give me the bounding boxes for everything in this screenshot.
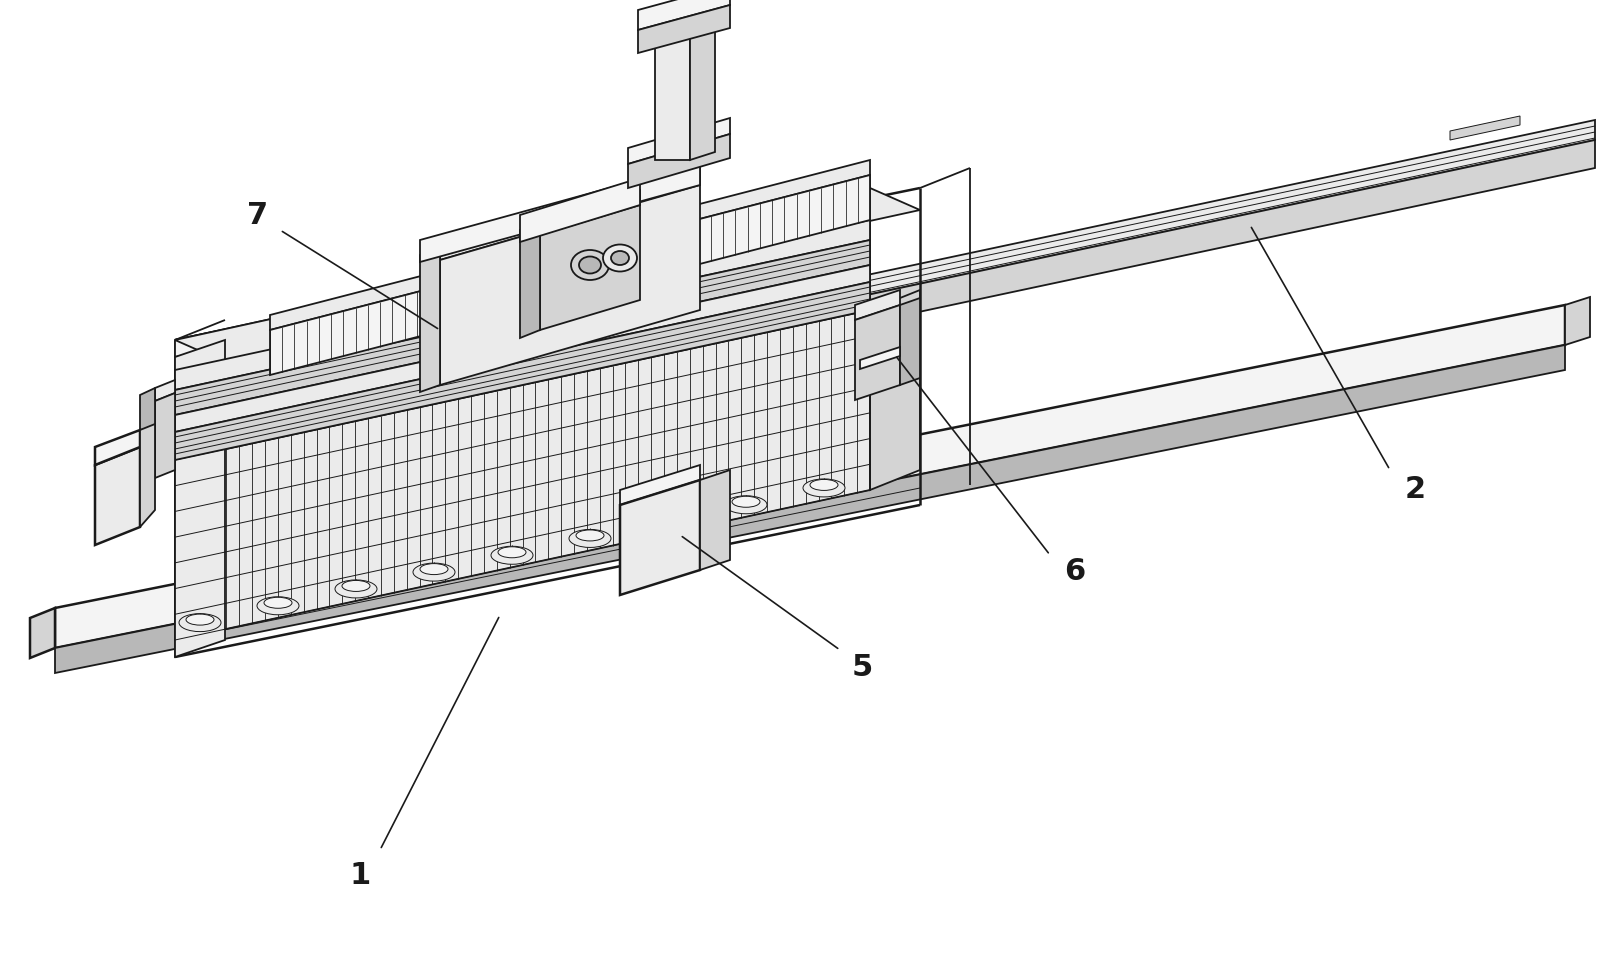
Ellipse shape — [343, 581, 370, 591]
Polygon shape — [155, 380, 175, 401]
Polygon shape — [141, 424, 155, 527]
Polygon shape — [175, 285, 869, 460]
Polygon shape — [55, 305, 1564, 648]
Ellipse shape — [603, 245, 637, 272]
Polygon shape — [819, 120, 1595, 305]
Ellipse shape — [575, 530, 604, 541]
Polygon shape — [860, 347, 900, 369]
Text: 2: 2 — [1404, 476, 1425, 505]
Polygon shape — [270, 175, 869, 375]
Polygon shape — [629, 118, 730, 164]
Polygon shape — [540, 190, 640, 235]
Polygon shape — [520, 222, 540, 338]
Ellipse shape — [803, 479, 845, 497]
Polygon shape — [95, 430, 141, 465]
Ellipse shape — [654, 513, 682, 524]
Polygon shape — [55, 345, 1564, 673]
Polygon shape — [855, 305, 900, 400]
Polygon shape — [175, 188, 869, 357]
Polygon shape — [175, 340, 225, 657]
Polygon shape — [621, 465, 700, 505]
Polygon shape — [440, 165, 700, 260]
Ellipse shape — [732, 496, 760, 508]
Ellipse shape — [570, 250, 609, 280]
Polygon shape — [420, 248, 440, 392]
Ellipse shape — [179, 613, 221, 632]
Ellipse shape — [491, 546, 533, 564]
Ellipse shape — [810, 480, 839, 490]
Text: 7: 7 — [247, 200, 268, 229]
Polygon shape — [420, 163, 700, 262]
Polygon shape — [175, 240, 869, 415]
Polygon shape — [654, 30, 690, 160]
Ellipse shape — [257, 597, 299, 614]
Ellipse shape — [263, 597, 292, 609]
Polygon shape — [540, 205, 640, 330]
Polygon shape — [520, 178, 640, 242]
Polygon shape — [440, 185, 700, 385]
Polygon shape — [95, 447, 141, 545]
Polygon shape — [621, 480, 700, 595]
Polygon shape — [869, 290, 920, 490]
Polygon shape — [270, 160, 869, 330]
Text: 1: 1 — [349, 861, 370, 890]
Text: 5: 5 — [852, 654, 873, 683]
Ellipse shape — [420, 563, 448, 575]
Ellipse shape — [414, 563, 456, 581]
Ellipse shape — [726, 496, 768, 514]
Ellipse shape — [498, 547, 525, 558]
Polygon shape — [175, 220, 869, 390]
Ellipse shape — [646, 512, 688, 531]
Polygon shape — [141, 388, 155, 485]
Polygon shape — [175, 282, 869, 460]
Polygon shape — [629, 134, 730, 188]
Polygon shape — [1564, 297, 1590, 345]
Polygon shape — [175, 265, 869, 432]
Polygon shape — [638, 5, 730, 53]
Polygon shape — [690, 22, 714, 160]
Polygon shape — [819, 140, 1595, 333]
Ellipse shape — [186, 614, 213, 625]
Polygon shape — [700, 470, 730, 570]
Ellipse shape — [569, 530, 611, 547]
Ellipse shape — [335, 580, 377, 598]
Polygon shape — [155, 393, 175, 478]
Polygon shape — [175, 310, 869, 640]
Polygon shape — [31, 608, 55, 658]
Ellipse shape — [611, 251, 629, 265]
Polygon shape — [638, 0, 730, 30]
Polygon shape — [1450, 116, 1521, 140]
Polygon shape — [175, 188, 920, 362]
Polygon shape — [900, 298, 920, 385]
Polygon shape — [855, 290, 900, 320]
Text: 6: 6 — [1065, 558, 1086, 586]
Ellipse shape — [579, 256, 601, 273]
